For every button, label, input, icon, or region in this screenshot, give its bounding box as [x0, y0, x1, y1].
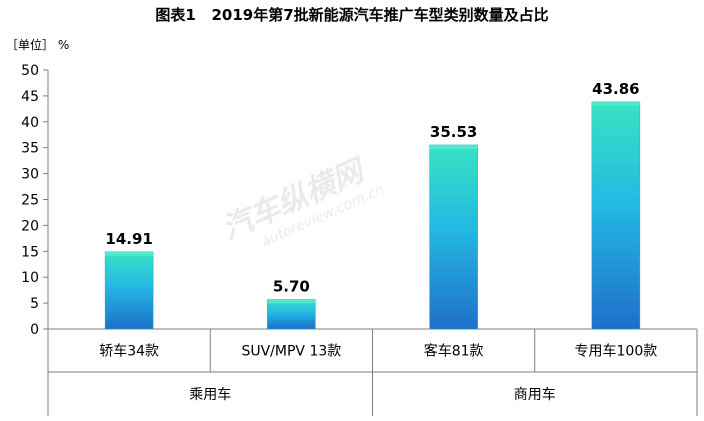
y-tick-label: 0 [30, 322, 39, 338]
chart-bars [104, 101, 641, 330]
data-label: 35.53 [430, 123, 477, 141]
y-tick-label: 10 [21, 270, 39, 286]
y-tick-label: 40 [21, 115, 39, 131]
bar-top-highlight [591, 101, 640, 106]
category-label: 专用车100款 [575, 343, 658, 360]
category-label: 轿车34款 [99, 343, 159, 360]
bar-top-highlight [105, 251, 154, 256]
category-label: 客车81款 [424, 343, 484, 360]
data-label: 14.91 [105, 230, 152, 248]
bar [429, 144, 478, 330]
chart-labels: 0 5 10 15 20 25 30 35 40 45 50 乘用车 商用车 14.91 轿车34款 5.70… [21, 63, 657, 403]
bar-top-highlight [267, 299, 316, 304]
chart-title-text: 2019年第7批新能源汽车推广车型类别数量及占比 [211, 6, 549, 24]
y-tick-label: 35 [21, 141, 39, 157]
chart-title: 图表1 2019年第7批新能源汽车推广车型类别数量及占比 [0, 4, 704, 25]
data-label: 43.86 [592, 80, 639, 98]
data-label: 5.70 [273, 277, 310, 295]
y-tick-label: 30 [21, 167, 39, 183]
category-label: SUV/MPV 13款 [241, 344, 341, 360]
y-tick-label: 45 [21, 89, 39, 105]
group-label: 商用车 [514, 386, 556, 403]
bar-top-highlight [429, 144, 478, 149]
y-axis-unit-label: ［单位］ % [6, 38, 70, 52]
y-tick-label: 50 [21, 63, 39, 79]
y-tick-label: 20 [21, 218, 39, 234]
chart-axes [43, 69, 698, 416]
group-label: 乘用车 [189, 386, 231, 403]
bar [591, 101, 641, 330]
y-tick-label: 25 [21, 193, 39, 209]
bar [104, 251, 154, 330]
bar [267, 299, 316, 330]
y-tick-label: 5 [30, 296, 39, 312]
y-tick-label: 15 [21, 244, 39, 260]
chart-title-prefix: 图表1 [155, 6, 196, 24]
